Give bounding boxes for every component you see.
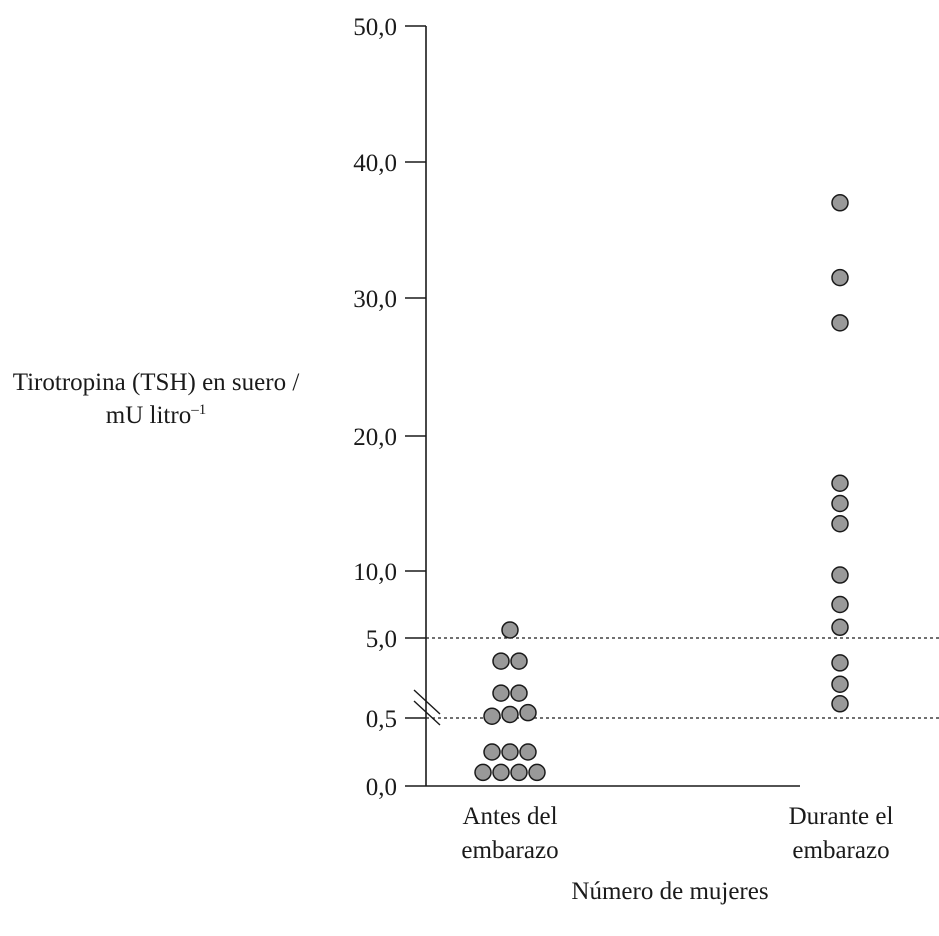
- data-point: [501, 705, 519, 724]
- data-point: [492, 652, 510, 670]
- data-point: [528, 763, 546, 782]
- data-point: [831, 618, 849, 637]
- data-point: [474, 763, 492, 782]
- data-point: [519, 703, 537, 722]
- y-tick-label: 0,5: [366, 706, 397, 733]
- data-point: [831, 675, 849, 693]
- data-point: [831, 595, 849, 614]
- y-tick-label: 40,0: [353, 150, 397, 177]
- data-point: [831, 515, 849, 533]
- reference-lines: [426, 637, 939, 719]
- data-point: [510, 763, 528, 782]
- data-point: [492, 684, 510, 702]
- y-tick-label: 20,0: [353, 424, 397, 451]
- x-axis-label: Número de mujeres: [571, 878, 769, 905]
- y-tick-label: 5,0: [366, 626, 397, 653]
- data-points: [474, 194, 849, 782]
- category-label-durante: Durante el embarazo: [731, 800, 939, 868]
- data-point: [831, 494, 849, 513]
- y-axis-label: Tirotropina (TSH) en suero / mU litro–1: [12, 369, 300, 429]
- axis-break-mark: [413, 689, 441, 726]
- y-tick-label: 30,0: [353, 286, 397, 313]
- category-label-durante-line1: Durante el: [788, 803, 894, 830]
- category-label-antes: Antes del embarazo: [400, 800, 620, 868]
- data-point: [831, 474, 849, 492]
- y-tick-label: 10,0: [353, 559, 397, 586]
- data-point: [831, 194, 849, 212]
- y-axis-label-unit-exponent: –1: [191, 402, 207, 418]
- data-point: [510, 652, 528, 670]
- data-point: [483, 743, 501, 761]
- data-point: [831, 695, 849, 713]
- data-point: [501, 621, 519, 639]
- y-tick-label: 50,0: [353, 14, 397, 41]
- data-point: [831, 268, 849, 287]
- data-point: [510, 684, 528, 702]
- data-point: [501, 743, 519, 761]
- data-point: [492, 763, 510, 782]
- y-axis-ticks: 0,0 0,5 5,0 10,0 20,0 30,0 40,0 50,0: [353, 14, 426, 801]
- data-point: [831, 314, 849, 332]
- y-tick-label: 0,0: [366, 774, 397, 801]
- category-label-antes-line2: embarazo: [461, 837, 559, 864]
- data-point: [831, 654, 849, 672]
- data-point: [519, 743, 537, 761]
- data-point: [831, 566, 849, 584]
- category-label-durante-line2: embarazo: [792, 837, 890, 864]
- data-point: [483, 707, 501, 725]
- category-label-antes-line1: Antes del: [462, 803, 558, 830]
